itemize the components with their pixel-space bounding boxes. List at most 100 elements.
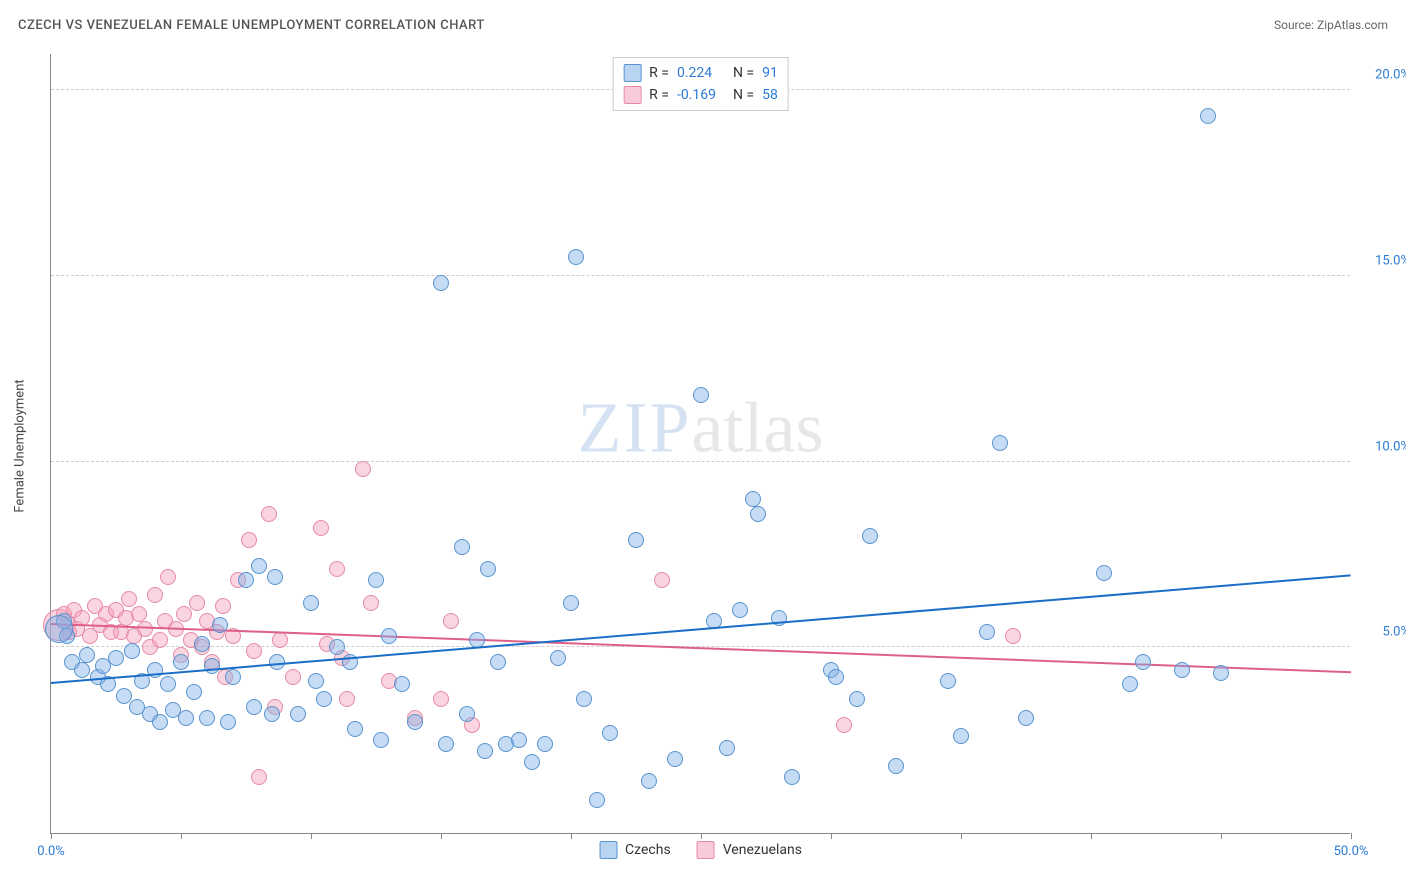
x-tick xyxy=(831,833,832,839)
data-point-czechs xyxy=(194,636,210,652)
legend-label: Venezuelans xyxy=(723,842,802,858)
data-point-czechs xyxy=(204,658,220,674)
data-point-czechs xyxy=(267,569,283,585)
data-point-venezuelans xyxy=(246,643,262,659)
data-point-czechs xyxy=(1096,565,1112,581)
data-point-czechs xyxy=(563,595,579,611)
data-point-venezuelans xyxy=(160,569,176,585)
data-point-venezuelans xyxy=(272,632,288,648)
data-point-czechs xyxy=(490,654,506,670)
data-point-venezuelans xyxy=(313,520,329,536)
data-point-czechs xyxy=(186,684,202,700)
data-point-czechs xyxy=(1135,654,1151,670)
x-tick-label: 0.0% xyxy=(37,844,65,859)
data-point-venezuelans xyxy=(329,561,345,577)
data-point-venezuelans xyxy=(443,613,459,629)
x-tick xyxy=(701,833,702,839)
x-tick xyxy=(1091,833,1092,839)
data-point-venezuelans xyxy=(176,606,192,622)
data-point-czechs xyxy=(264,706,280,722)
data-point-czechs xyxy=(602,725,618,741)
data-point-czechs xyxy=(568,249,584,265)
legend-swatch xyxy=(697,841,715,859)
data-point-czechs xyxy=(750,506,766,522)
y-tick-label: 20.0% xyxy=(1355,68,1406,83)
data-point-czechs xyxy=(290,706,306,722)
data-point-czechs xyxy=(784,769,800,785)
data-point-venezuelans xyxy=(285,669,301,685)
data-point-czechs xyxy=(979,624,995,640)
data-point-venezuelans xyxy=(215,598,231,614)
data-point-czechs xyxy=(303,595,319,611)
data-point-czechs xyxy=(862,528,878,544)
data-point-czechs xyxy=(693,387,709,403)
data-point-czechs xyxy=(953,728,969,744)
gridline xyxy=(51,461,1350,462)
data-point-czechs xyxy=(212,617,228,633)
data-point-venezuelans xyxy=(339,691,355,707)
legend-item: Venezuelans xyxy=(697,841,802,859)
data-point-czechs xyxy=(124,643,140,659)
data-point-czechs xyxy=(438,736,454,752)
x-tick xyxy=(571,833,572,839)
legend-swatch xyxy=(599,841,617,859)
n-value: 58 xyxy=(762,87,778,103)
data-point-venezuelans xyxy=(147,587,163,603)
data-point-czechs xyxy=(381,628,397,644)
data-point-czechs xyxy=(1213,665,1229,681)
data-point-czechs xyxy=(589,792,605,808)
data-point-czechs xyxy=(225,669,241,685)
legend-swatch xyxy=(623,86,641,104)
data-point-czechs xyxy=(888,758,904,774)
data-point-venezuelans xyxy=(241,532,257,548)
data-point-czechs xyxy=(641,773,657,789)
y-tick-label: 5.0% xyxy=(1355,625,1406,640)
data-point-czechs xyxy=(394,676,410,692)
data-point-czechs xyxy=(251,558,267,574)
y-tick-label: 15.0% xyxy=(1355,253,1406,268)
data-point-czechs xyxy=(368,572,384,588)
data-point-czechs xyxy=(74,662,90,678)
data-point-czechs xyxy=(745,491,761,507)
data-point-czechs xyxy=(940,673,956,689)
data-point-czechs xyxy=(79,647,95,663)
data-point-czechs xyxy=(550,650,566,666)
gridline xyxy=(51,275,1350,276)
data-point-czechs xyxy=(1200,108,1216,124)
chart-title: CZECH VS VENEZUELAN FEMALE UNEMPLOYMENT … xyxy=(18,18,485,33)
data-point-czechs xyxy=(576,691,592,707)
data-point-czechs xyxy=(732,602,748,618)
data-point-czechs xyxy=(477,743,493,759)
data-point-venezuelans xyxy=(121,591,137,607)
n-label: N = xyxy=(733,65,754,81)
legend-item: Czechs xyxy=(599,841,671,859)
data-point-venezuelans xyxy=(189,595,205,611)
n-label: N = xyxy=(733,87,754,103)
data-point-venezuelans xyxy=(654,572,670,588)
data-point-czechs xyxy=(178,710,194,726)
data-point-czechs xyxy=(347,721,363,737)
data-point-venezuelans xyxy=(251,769,267,785)
data-point-czechs xyxy=(992,435,1008,451)
n-value: 91 xyxy=(762,65,778,81)
x-tick xyxy=(311,833,312,839)
data-point-venezuelans xyxy=(261,506,277,522)
y-axis-label: Female Unemployment xyxy=(13,379,28,512)
chart-header: CZECH VS VENEZUELAN FEMALE UNEMPLOYMENT … xyxy=(18,18,1388,33)
data-point-czechs xyxy=(719,740,735,756)
data-point-czechs xyxy=(511,732,527,748)
r-value: 0.224 xyxy=(677,65,725,81)
data-point-czechs xyxy=(1174,662,1190,678)
data-point-venezuelans xyxy=(836,717,852,733)
data-point-czechs xyxy=(160,676,176,692)
data-point-czechs xyxy=(308,673,324,689)
chart-source: Source: ZipAtlas.com xyxy=(1274,18,1388,32)
data-point-czechs xyxy=(173,654,189,670)
x-tick xyxy=(961,833,962,839)
x-tick xyxy=(441,833,442,839)
data-point-czechs xyxy=(454,539,470,555)
data-point-czechs xyxy=(407,714,423,730)
data-point-czechs xyxy=(238,572,254,588)
data-point-czechs xyxy=(316,691,332,707)
correlation-legend: R =0.224N =91R =-0.169N =58 xyxy=(612,57,789,111)
